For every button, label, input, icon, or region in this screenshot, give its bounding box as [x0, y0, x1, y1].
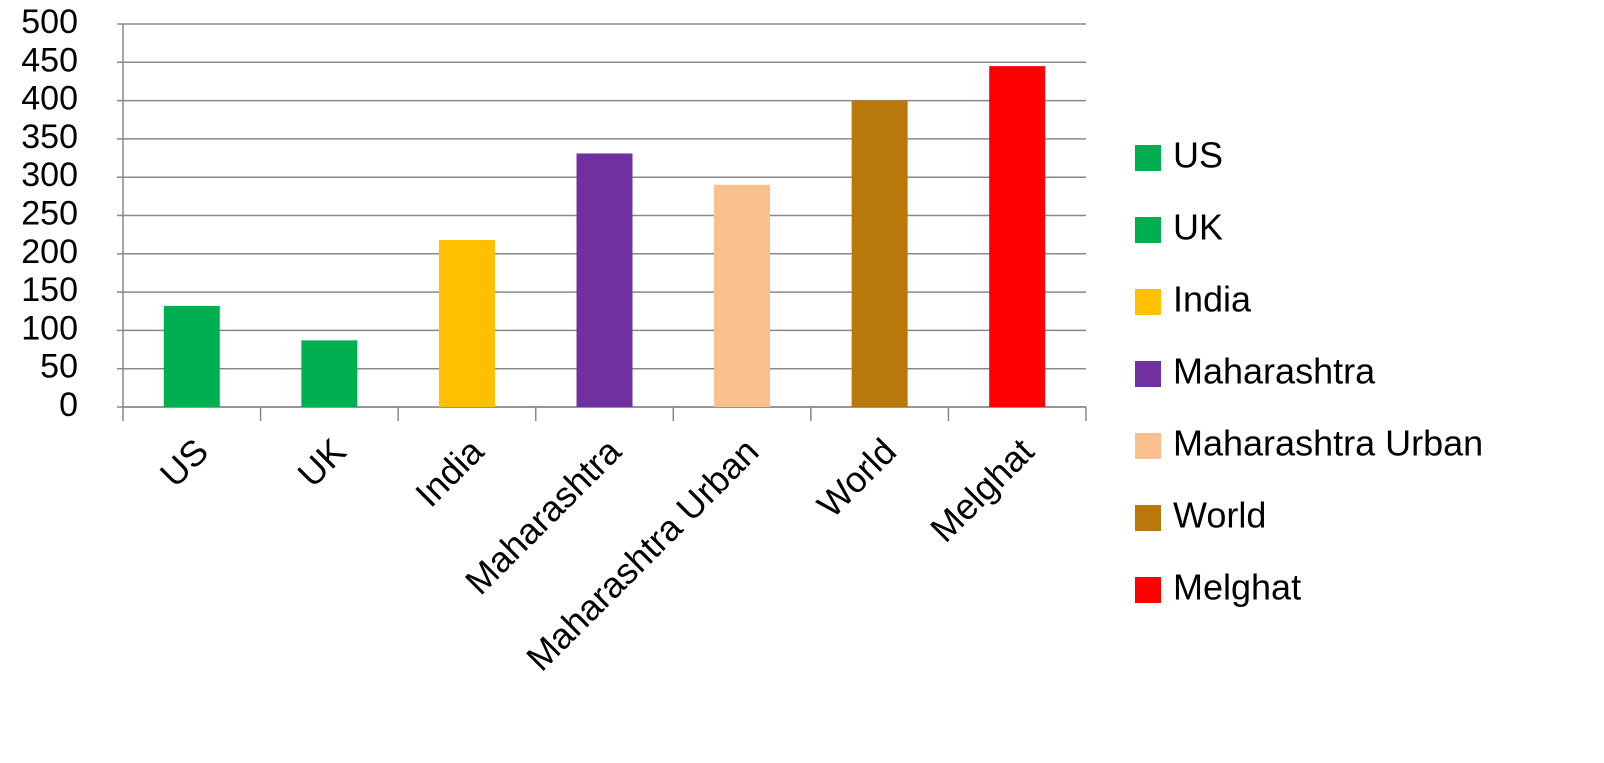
legend-label: Maharashtra [1173, 351, 1376, 392]
y-tick-label: 400 [21, 80, 78, 118]
y-tick-label: 100 [21, 309, 78, 347]
bar [163, 305, 220, 407]
legend-swatch [1135, 505, 1161, 531]
x-tick-label: India [407, 430, 492, 515]
y-tick-label: 250 [21, 194, 78, 232]
legend-label: Melghat [1173, 567, 1301, 608]
y-tick-label: 200 [21, 233, 78, 271]
legend-label: UK [1173, 207, 1223, 248]
bar [301, 340, 358, 407]
x-tick-label: Maharashtra Urban [518, 430, 766, 678]
legend-swatch [1135, 289, 1161, 315]
legend-swatch [1135, 217, 1161, 243]
legend-swatch [1135, 433, 1161, 459]
bar [989, 66, 1046, 407]
legend-label: World [1173, 495, 1266, 536]
x-tick-label: World [809, 430, 904, 525]
y-tick-label: 450 [21, 41, 78, 79]
legend-label: Maharashtra Urban [1173, 423, 1483, 464]
y-tick-label: 50 [40, 348, 78, 386]
y-tick-label: 500 [21, 3, 78, 41]
x-tick-label: US [152, 430, 216, 494]
x-tick-label: Melghat [922, 430, 1042, 550]
legend-swatch [1135, 361, 1161, 387]
bar [576, 153, 633, 407]
y-tick-label: 150 [21, 271, 78, 309]
bar [714, 184, 771, 407]
y-tick-label: 300 [21, 156, 78, 194]
legend-label: India [1173, 279, 1252, 320]
x-tick-label: UK [289, 430, 353, 494]
legend-swatch [1135, 577, 1161, 603]
bar [851, 100, 908, 407]
bar [438, 240, 495, 407]
legend-swatch [1135, 145, 1161, 171]
y-tick-label: 350 [21, 118, 78, 156]
legend-label: US [1173, 135, 1223, 176]
y-tick-label: 0 [59, 386, 78, 424]
